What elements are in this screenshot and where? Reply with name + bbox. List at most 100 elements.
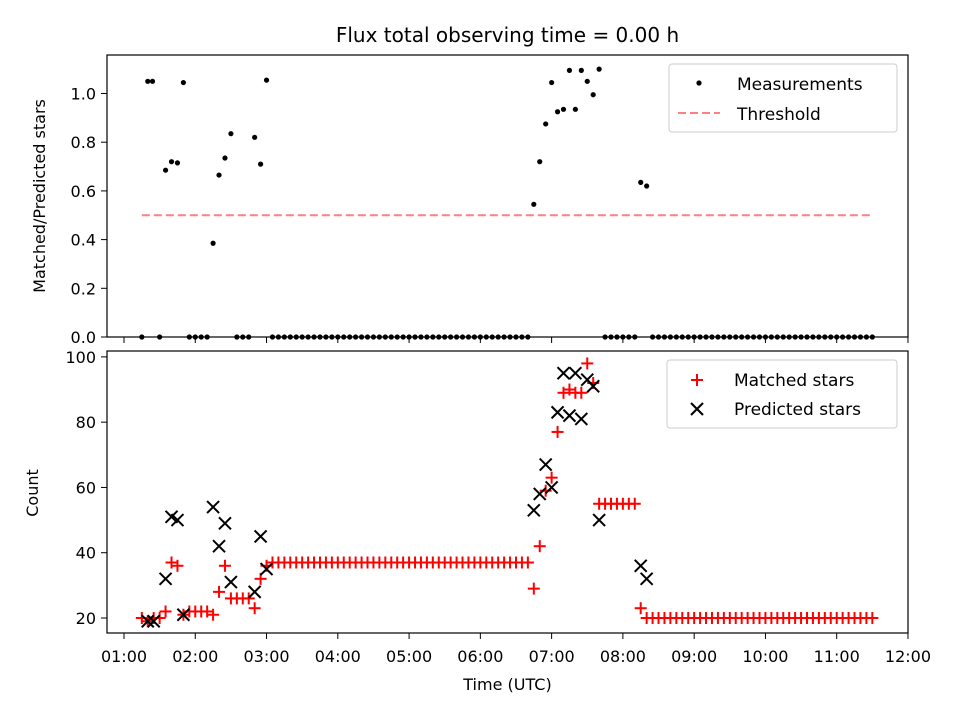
measurement-point [174,160,181,166]
bottom-x-tick-label: 07:00 [529,647,575,666]
bottom-chart: 20 40 60 80 100 01:00 02:00 03:00 04:00 05:00 06:… [23,348,931,694]
bottom-y-axis-label: Count [23,469,42,517]
measurement-point [543,121,549,127]
measurement-point [145,78,151,84]
legend-measurements-marker [696,80,702,86]
bottom-x-tick-label: 09:00 [671,647,717,666]
measurement-point [216,172,222,178]
predicted-star-point [592,513,606,527]
predicted-star-point [538,457,553,472]
bottom-x-axis-label: Time (UTC) [462,675,551,694]
predicted-star-point [568,366,583,380]
measurement-point [584,78,590,84]
top-y-ticks: 0.0 0.2 0.4 0.6 0.8 1.0 [71,85,107,347]
measurement-point [578,67,584,73]
bottom-legend: Matched stars Predicted stars [666,359,898,429]
measurement-point [162,167,169,173]
predicted-star-point [544,480,559,495]
predicted-star-point [247,585,262,599]
top-y-tick-label: 0.0 [71,328,96,347]
bottom-x-tick-label: 02:00 [172,647,218,666]
bottom-axes-frame [106,350,909,634]
matched-star-point [242,592,255,605]
bottom-x-tick-label: 08:00 [600,647,646,666]
matched-star-point [581,357,594,370]
measurement-point [180,79,186,86]
bottom-x-tick-label: 04:00 [315,647,361,666]
predicted-star-point [556,366,571,380]
measurement-point [596,66,602,72]
top-y-tick-label: 0.2 [71,279,96,298]
bottom-x-tick-label: 05:00 [386,647,432,666]
matched-star-point [533,540,546,553]
legend-predicted-marker [690,402,704,416]
top-y-tick-label: 1.0 [71,85,96,104]
measurement-point [149,78,156,84]
bottom-y-tick-label: 80 [76,413,96,432]
measurement-point [537,159,543,165]
top-x-ticks [123,337,909,343]
predicted-star-point [574,412,589,426]
matched-star-point [521,556,534,569]
predicted-star-point [259,562,274,576]
measurement-point [638,179,644,185]
top-legend-box [668,63,898,133]
bottom-x-tick-label: 03:00 [243,647,289,666]
top-y-tick-label: 0.8 [71,133,96,152]
predicted-star-point [141,614,155,628]
legend-measurements-label: Measurements [737,75,863,95]
matched-star-point [866,612,879,624]
predicted-star-point [562,408,577,423]
predicted-star-point [639,572,654,586]
bottom-x-ticks: 01:00 02:00 03:00 04:00 05:00 06:00 07:00 08:00… [101,633,931,666]
measurement-point [590,92,596,98]
top-y-axis-label: Matched/Predicted stars [30,99,49,293]
predicted-star-point [218,516,232,531]
matched-star-point [171,559,184,572]
predicted-star-point [170,513,185,527]
measurement-point [168,159,175,165]
predicted-star-point [586,379,600,393]
measurement-point [228,131,234,137]
matched-star-point [159,605,172,618]
top-chart-title: Flux total observing time = 0.00 h [336,23,679,47]
matched-star-point [207,608,220,621]
predicted-star-point [527,503,541,517]
matched-star-point [213,585,226,598]
matched-star-point [545,471,558,484]
bottom-legend-box [666,359,898,429]
predicted-star-point [533,487,547,501]
bottom-plot-area [135,357,879,628]
measurement-point [252,134,258,140]
top-y-tick-label: 0.4 [71,231,96,250]
measurement-point [554,109,561,115]
matched-star-point [527,582,540,595]
bottom-x-tick-label: 11:00 [814,647,860,666]
bottom-x-tick-label: 12:00 [885,647,931,666]
bottom-x-tick-label: 06:00 [457,647,503,666]
legend-matched-marker [691,374,703,386]
predicted-star-point [550,405,565,420]
measurement-point [572,106,578,112]
predicted-star-point [158,572,173,586]
measurement-point [258,161,264,167]
predicted-star-point [634,559,648,573]
predicted-star-point [176,608,191,622]
top-plot-area [139,66,875,340]
matched-star-point [634,602,647,615]
top-axes-frame [106,54,909,338]
legend-predicted-label: Predicted stars [734,400,861,420]
bottom-y-tick-label: 20 [76,609,96,628]
measurement-point [222,155,228,161]
bottom-x-tick-label: 01:00 [101,647,147,666]
measurement-point [549,79,555,86]
measurement-point [531,201,537,207]
predicted-star-point [224,575,238,589]
legend-matched-label: Matched stars [734,371,854,391]
top-y-tick-label: 0.6 [71,182,96,201]
predicted-star-point [212,539,226,553]
bottom-y-tick-label: 40 [76,544,96,563]
matched-star-point [551,425,564,438]
top-chart: Flux total observing time = 0.00 h 0.00.… [30,23,909,347]
measurement-point [210,240,216,246]
